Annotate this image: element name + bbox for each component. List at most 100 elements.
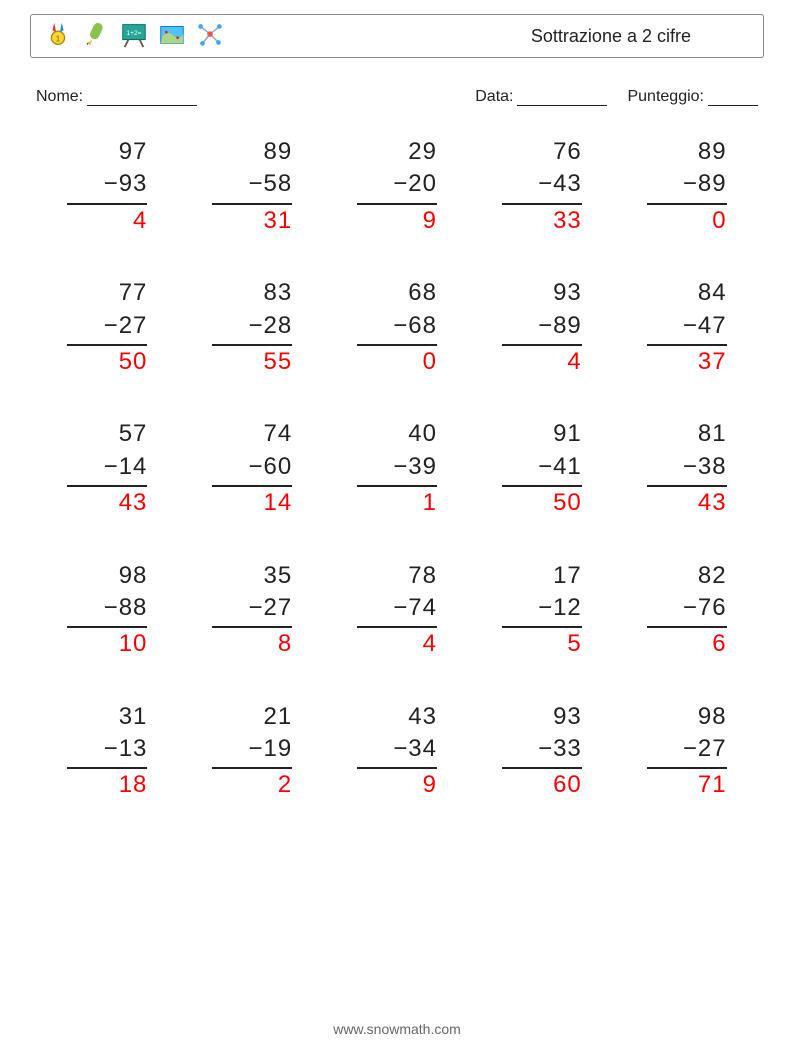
subtrahend: −68 bbox=[357, 310, 437, 346]
name-label: Nome: bbox=[36, 88, 83, 106]
minuend: 74 bbox=[212, 418, 292, 450]
problem-grid: 97−93489−583129−20976−433389−89077−27508… bbox=[30, 124, 764, 802]
header-box: 1 1+2= Sottrazione a 2 cifre bbox=[30, 14, 764, 58]
subtrahend: −13 bbox=[67, 733, 147, 769]
date-blank[interactable] bbox=[517, 88, 607, 106]
answer: 4 bbox=[502, 346, 582, 378]
molecule-icon bbox=[195, 19, 225, 54]
answer: 50 bbox=[502, 487, 582, 519]
problem: 91−4150 bbox=[502, 418, 582, 519]
problem: 89−5831 bbox=[212, 136, 292, 237]
problem: 81−3843 bbox=[647, 418, 727, 519]
subtrahend: −58 bbox=[212, 168, 292, 204]
minuend: 91 bbox=[502, 418, 582, 450]
subtrahend: −28 bbox=[212, 310, 292, 346]
problem: 40−391 bbox=[357, 418, 437, 519]
svg-text:1: 1 bbox=[56, 33, 61, 43]
problem: 29−209 bbox=[357, 136, 437, 237]
problem: 77−2750 bbox=[67, 277, 147, 378]
minuend: 77 bbox=[67, 277, 147, 309]
answer: 2 bbox=[212, 769, 292, 801]
subtrahend: −89 bbox=[647, 168, 727, 204]
problem: 97−934 bbox=[67, 136, 147, 237]
answer: 6 bbox=[647, 628, 727, 660]
answer: 37 bbox=[647, 346, 727, 378]
problem: 76−4333 bbox=[502, 136, 582, 237]
problem: 93−894 bbox=[502, 277, 582, 378]
svg-text:1+2=: 1+2= bbox=[127, 29, 142, 36]
subtrahend: −41 bbox=[502, 451, 582, 487]
answer: 4 bbox=[357, 628, 437, 660]
minuend: 68 bbox=[357, 277, 437, 309]
answer: 8 bbox=[212, 628, 292, 660]
answer: 31 bbox=[212, 205, 292, 237]
name-blank[interactable] bbox=[87, 88, 197, 106]
score-label: Punteggio: bbox=[627, 88, 704, 106]
problem: 89−890 bbox=[647, 136, 727, 237]
minuend: 97 bbox=[67, 136, 147, 168]
map-icon bbox=[157, 19, 187, 54]
subtrahend: −14 bbox=[67, 451, 147, 487]
minuend: 93 bbox=[502, 277, 582, 309]
answer: 18 bbox=[67, 769, 147, 801]
answer: 43 bbox=[67, 487, 147, 519]
answer: 1 bbox=[357, 487, 437, 519]
problem: 74−6014 bbox=[212, 418, 292, 519]
subtrahend: −33 bbox=[502, 733, 582, 769]
subtrahend: −27 bbox=[67, 310, 147, 346]
minuend: 89 bbox=[212, 136, 292, 168]
answer: 0 bbox=[647, 205, 727, 237]
subtrahend: −76 bbox=[647, 592, 727, 628]
problem: 43−349 bbox=[357, 701, 437, 802]
answer: 10 bbox=[67, 628, 147, 660]
minuend: 43 bbox=[357, 701, 437, 733]
score-blank[interactable] bbox=[708, 88, 758, 106]
subtrahend: −39 bbox=[357, 451, 437, 487]
subtrahend: −12 bbox=[502, 592, 582, 628]
problem: 98−8810 bbox=[67, 560, 147, 661]
minuend: 93 bbox=[502, 701, 582, 733]
problem: 17−125 bbox=[502, 560, 582, 661]
subtrahend: −93 bbox=[67, 168, 147, 204]
minuend: 98 bbox=[67, 560, 147, 592]
subtrahend: −60 bbox=[212, 451, 292, 487]
answer: 4 bbox=[67, 205, 147, 237]
chalkboard-icon: 1+2= bbox=[119, 19, 149, 54]
answer: 9 bbox=[357, 769, 437, 801]
minuend: 81 bbox=[647, 418, 727, 450]
problem: 21−192 bbox=[212, 701, 292, 802]
answer: 43 bbox=[647, 487, 727, 519]
minuend: 98 bbox=[647, 701, 727, 733]
problem: 93−3360 bbox=[502, 701, 582, 802]
answer: 33 bbox=[502, 205, 582, 237]
medal-icon: 1 bbox=[43, 19, 73, 54]
subtrahend: −19 bbox=[212, 733, 292, 769]
minuend: 31 bbox=[67, 701, 147, 733]
minuend: 35 bbox=[212, 560, 292, 592]
subtrahend: −74 bbox=[357, 592, 437, 628]
problem: 98−2771 bbox=[647, 701, 727, 802]
answer: 60 bbox=[502, 769, 582, 801]
subtrahend: −43 bbox=[502, 168, 582, 204]
footer-url: www.snowmath.com bbox=[0, 1021, 794, 1037]
minuend: 17 bbox=[502, 560, 582, 592]
subtrahend: −27 bbox=[212, 592, 292, 628]
subtrahend: −34 bbox=[357, 733, 437, 769]
subtrahend: −38 bbox=[647, 451, 727, 487]
answer: 14 bbox=[212, 487, 292, 519]
icon-strip: 1 1+2= bbox=[43, 19, 225, 54]
subtrahend: −47 bbox=[647, 310, 727, 346]
minuend: 29 bbox=[357, 136, 437, 168]
problem: 57−1443 bbox=[67, 418, 147, 519]
problem: 35−278 bbox=[212, 560, 292, 661]
minuend: 76 bbox=[502, 136, 582, 168]
pencil-icon bbox=[81, 19, 111, 54]
minuend: 89 bbox=[647, 136, 727, 168]
answer: 0 bbox=[357, 346, 437, 378]
subtrahend: −88 bbox=[67, 592, 147, 628]
problem: 83−2855 bbox=[212, 277, 292, 378]
problem: 78−744 bbox=[357, 560, 437, 661]
problem: 31−1318 bbox=[67, 701, 147, 802]
minuend: 21 bbox=[212, 701, 292, 733]
subtrahend: −20 bbox=[357, 168, 437, 204]
